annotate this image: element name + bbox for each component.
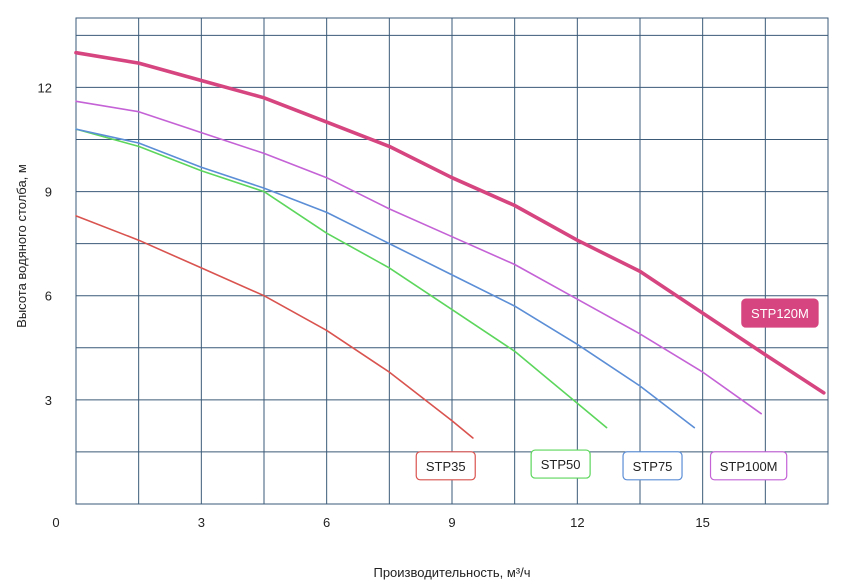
y-tick-label: 12 [38, 80, 52, 95]
series-tag-label: STP75 [633, 459, 673, 474]
series-line-stp100m [75, 100, 763, 415]
plot-frame [75, 17, 829, 505]
series-tag-box [622, 451, 683, 481]
x-tick-labels: 0 3 6 9 12 15 [52, 515, 710, 530]
series-tag-stp100m: STP100M [709, 451, 788, 481]
y-tick-label: 9 [45, 185, 52, 200]
series-tag-box [530, 449, 591, 479]
series-tag-box [415, 451, 476, 481]
x-tick-label: 9 [448, 515, 455, 530]
series-line-stp75 [75, 128, 696, 429]
y-tick-label: 6 [45, 289, 52, 304]
series-tags: STP35 STP50 STP75 STP100M STP120M [415, 298, 819, 481]
y-tick-label: 3 [45, 393, 52, 408]
series-tag-box [741, 298, 819, 328]
series-tag-label: STP100M [720, 459, 778, 474]
series-line-stp35 [75, 215, 474, 439]
y-tick-labels: 3 6 9 12 [38, 80, 52, 407]
x-tick-label: 3 [198, 515, 205, 530]
y-axis-title: Высота водяного столба, м [14, 164, 29, 328]
series-tag-box [709, 451, 788, 481]
series-line-stp50 [75, 128, 608, 429]
x-tick-label: 12 [570, 515, 584, 530]
series-tag-stp50: STP50 [530, 449, 591, 479]
x-tick-label: 15 [695, 515, 709, 530]
x-axis-title: Производительность, м³/ч [373, 565, 530, 580]
series-tag-stp75: STP75 [622, 451, 683, 481]
x-tick-label: 0 [52, 515, 59, 530]
series-tag-label: STP120M [751, 306, 809, 321]
series-lines [74, 50, 826, 439]
series-tag-label: STP50 [541, 457, 581, 472]
x-tick-label: 6 [323, 515, 330, 530]
series-tag-stp120m: STP120M [741, 298, 819, 328]
series-line-stp120m [74, 50, 826, 395]
series-tag-stp35: STP35 [415, 451, 476, 481]
series-tag-label: STP35 [426, 459, 466, 474]
